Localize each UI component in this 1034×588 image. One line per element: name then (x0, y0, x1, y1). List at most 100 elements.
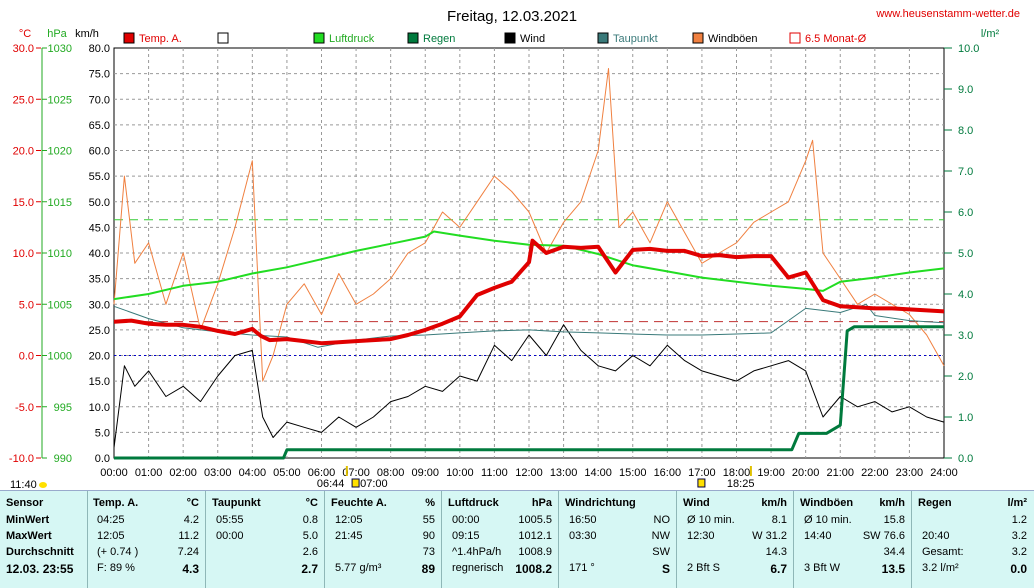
time-tick-label: 06:00 (308, 467, 336, 479)
kmh-tick-label: 65.0 (89, 120, 110, 132)
unit-temp: °C (19, 28, 31, 40)
time-tick-label: 13:00 (550, 467, 578, 479)
rain-tick-label: 9.0 (958, 84, 973, 96)
weather-chart: 80.0 75.0 70.0 65.0 60.0 55.0 50.0 45.0 40.0 35.0… (9, 8, 1020, 490)
stats-header-label: Windrichtung (565, 497, 636, 509)
kmh-tick-label: 80.0 (89, 43, 110, 55)
stats-col-temp: Temp. A. °C 04:25 4.2 12:05 11.2 (+ 0.74 ) 7.24… (87, 491, 206, 588)
time-tick-label: 22:00 (861, 467, 889, 479)
legend-swatch (504, 32, 516, 44)
kmh-tick-label: 30.0 (89, 299, 110, 311)
stats-header-label: Windböen (800, 497, 854, 509)
stats-cell-label: 2 Bft S (687, 562, 721, 574)
series-layer (113, 68, 945, 460)
kmh-tick-label: 40.0 (89, 248, 110, 260)
hpa-tick-label: 1020 (48, 146, 72, 158)
time-tick-label: 18:00 (723, 467, 751, 479)
stats-header-label: Regen (918, 497, 952, 509)
stats-cell-value: 55 (422, 514, 435, 526)
rain-tick-label: 4.0 (958, 289, 973, 301)
stats-cell-value: 11.2 (178, 530, 199, 542)
hpa-tick-label: 1010 (48, 248, 72, 260)
legend-swatch (313, 32, 325, 44)
stats-cell-label: F: 89 % (97, 562, 135, 574)
temp-tick-label: -5.0 (15, 402, 34, 414)
time-tick-label: 02:00 (169, 467, 197, 479)
stats-header-label: Taupunkt (212, 497, 261, 509)
stats-col-dew: Taupunkt °C 05:55 0.8 00:00 5.0 2.6 2.7 (206, 491, 325, 588)
stats-cell-value: S (661, 562, 670, 576)
stats-cell-value: 1008.9 (518, 546, 552, 558)
stats-cell-value: SW 76.6 (862, 530, 905, 542)
rain-tick-label: 3.0 (958, 330, 973, 342)
stats-col-sensor: Sensor MinWert MaxWert Durchschnitt 12.0… (0, 491, 88, 588)
stats-cell-value: SW (652, 546, 670, 558)
stats-cell-label: 12:30 (687, 530, 715, 542)
stats-cell-label: 00:00 (452, 514, 480, 526)
time-tick-label: 12:00 (515, 467, 543, 479)
kmh-tick-label: 60.0 (89, 146, 110, 158)
stats-cell-label: 16:50 (569, 514, 597, 526)
time-tick-label: 11:00 (481, 467, 508, 479)
stats-header-label: Feuchte A. (331, 497, 387, 509)
time-tick-label: 10:00 (446, 467, 474, 479)
moon-icon (39, 482, 47, 488)
time-tick-label: 20:00 (792, 467, 820, 479)
kmh-tick-label: 15.0 (89, 376, 110, 388)
time-tick-label: 14:00 (584, 467, 612, 479)
legend-swatch (217, 32, 229, 44)
hpa-tick-label: 990 (54, 453, 72, 465)
temp-tick-label: 0.0 (19, 351, 34, 363)
stats-header-temp: Temp. A. °C (93, 497, 199, 509)
stats-cell-value: 14.3 (765, 546, 787, 558)
stats-cell-label: 20:40 (922, 530, 950, 542)
legend-swatch (597, 32, 609, 44)
chart-title: Freitag, 12.03.2021 (447, 8, 577, 25)
temp-tick-label: 20.0 (13, 146, 34, 158)
label-avg: Durchschnitt (6, 546, 74, 558)
time-tick-label: 19:00 (757, 467, 785, 479)
temp-tick-label: 10.0 (13, 248, 34, 260)
stats-col-press: Luftdruck hPa 00:00 1005.5 09:15 1012.1 ^1.4hP… (442, 491, 559, 588)
hpa-tick-label: 1015 (48, 197, 72, 209)
stats-header-sensor: Sensor (6, 497, 44, 509)
sun-icon (351, 478, 360, 488)
time-tick-label: 00:00 (100, 467, 128, 479)
dawn-label: 06:44 (317, 478, 345, 490)
stats-col-wind: Wind km/h Ø 10 min. 8.1 12:30 W 31.2 14.3 2 Bft… (677, 491, 794, 588)
stats-cell-label: 05:55 (216, 514, 244, 526)
kmh-tick-label: 10.0 (89, 402, 110, 414)
hpa-tick-label: 995 (54, 402, 72, 414)
time-tick-label: 08:00 (377, 467, 405, 479)
time-tick-label: 23:00 (896, 467, 924, 479)
rain-tick-label: 0.0 (958, 453, 973, 465)
stats-cell-label: 3.2 l/m² (922, 562, 959, 574)
dusk-label: 18:25 (727, 478, 755, 490)
site-link[interactable]: www.heusenstamm-wetter.de (875, 8, 1020, 20)
stats-cell-value: 8.1 (771, 514, 787, 526)
hpa-tick-label: 1005 (48, 299, 72, 311)
stats-cell-value: 15.8 (883, 514, 905, 526)
stats-cell-label: 12:05 (335, 514, 363, 526)
stats-header-unit: °C (186, 497, 199, 509)
stats-header-label: Wind (683, 497, 710, 509)
stats-cell-value: 1005.5 (518, 514, 552, 526)
unit-rain: l/m² (981, 28, 1000, 40)
stats-col-gust: Windböen km/h Ø 10 min. 15.8 14:40 SW 76.6 34.… (794, 491, 912, 588)
temp-tick-label: 15.0 (13, 197, 34, 209)
stats-cell-value: NO (653, 514, 671, 526)
time-tick-label: 07:00 (342, 467, 370, 479)
legend-label: Temp. A. (139, 33, 182, 45)
sunrise-label: 07:00 (360, 478, 388, 490)
kmh-tick-label: 50.0 (89, 197, 110, 209)
stats-cell-label: ^1.4hPa/h (452, 546, 502, 558)
stats-cell-label: (+ 0.74 ) (97, 546, 139, 558)
stats-cell-value: 5.0 (302, 530, 318, 542)
kmh-tick-label: 0.0 (95, 453, 110, 465)
stats-date: 12.03. 23:55 (6, 562, 74, 576)
temp-tick-label: 25.0 (13, 94, 34, 106)
legend-label: Taupunkt (613, 33, 658, 45)
label-max: MaxWert (6, 530, 52, 542)
stats-col-dir: Windrichtung 16:50 NO 03:30 NW SW 171 ° S (559, 491, 677, 588)
series-line-wind (113, 324, 945, 448)
